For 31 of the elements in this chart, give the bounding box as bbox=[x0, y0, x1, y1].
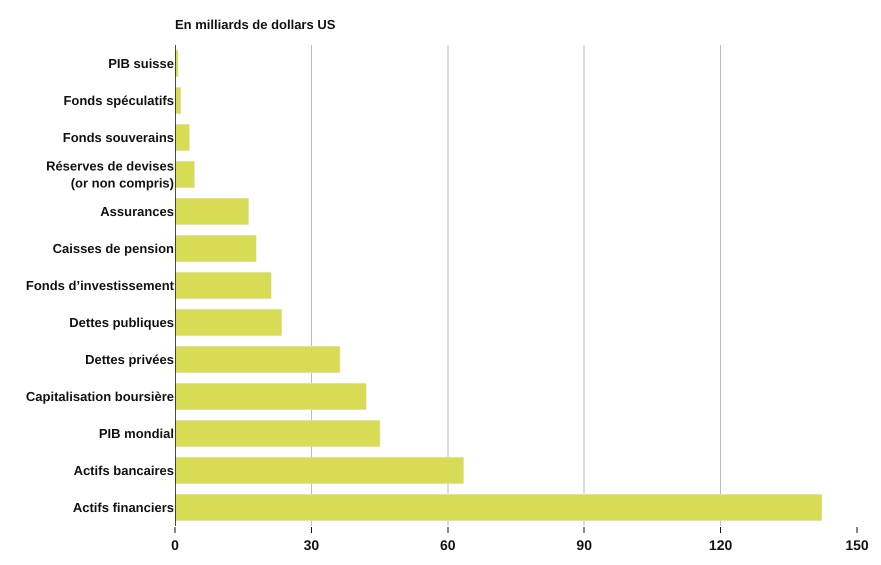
y-tick-label: Dettes privées bbox=[85, 352, 174, 368]
y-tick-label: Capitalisation boursière bbox=[26, 389, 174, 404]
bar bbox=[175, 160, 195, 188]
bar bbox=[175, 456, 464, 484]
bar bbox=[175, 494, 822, 522]
y-tick-label: Réserves de devises (or non compris) bbox=[46, 158, 174, 190]
y-tick-label: Dettes publiques bbox=[69, 315, 174, 330]
y-tick-label: PIB mondial bbox=[98, 426, 174, 442]
y-tick-label: Actifs financiers bbox=[72, 500, 174, 516]
chart-title: En milliards de dollars US bbox=[175, 16, 336, 32]
y-tick-label: Caisses de pension bbox=[52, 241, 174, 256]
x-tick-label: 0 bbox=[171, 536, 180, 553]
y-tick-label: PIB suisse bbox=[108, 56, 174, 72]
y-tick-label: Fonds souverains bbox=[62, 130, 174, 146]
bar bbox=[175, 272, 272, 300]
bar bbox=[175, 420, 380, 448]
y-tick-label: Actifs bancaires bbox=[74, 463, 174, 478]
y-tick-label: Assurances bbox=[100, 204, 174, 220]
y-tick-label: Fonds spéculatifs bbox=[63, 93, 174, 108]
bar bbox=[175, 124, 190, 152]
x-tick-label: 90 bbox=[576, 536, 592, 553]
x-tick-label: 150 bbox=[845, 536, 869, 553]
bar bbox=[175, 382, 367, 410]
bar bbox=[175, 308, 282, 336]
bar bbox=[175, 198, 249, 226]
bar bbox=[175, 346, 340, 374]
y-tick-label: Fonds d’investissement bbox=[26, 278, 175, 294]
x-tick-label: 60 bbox=[440, 536, 456, 553]
bar bbox=[175, 234, 257, 262]
x-tick-label: 30 bbox=[304, 536, 320, 553]
x-tick-label: 120 bbox=[708, 536, 732, 553]
